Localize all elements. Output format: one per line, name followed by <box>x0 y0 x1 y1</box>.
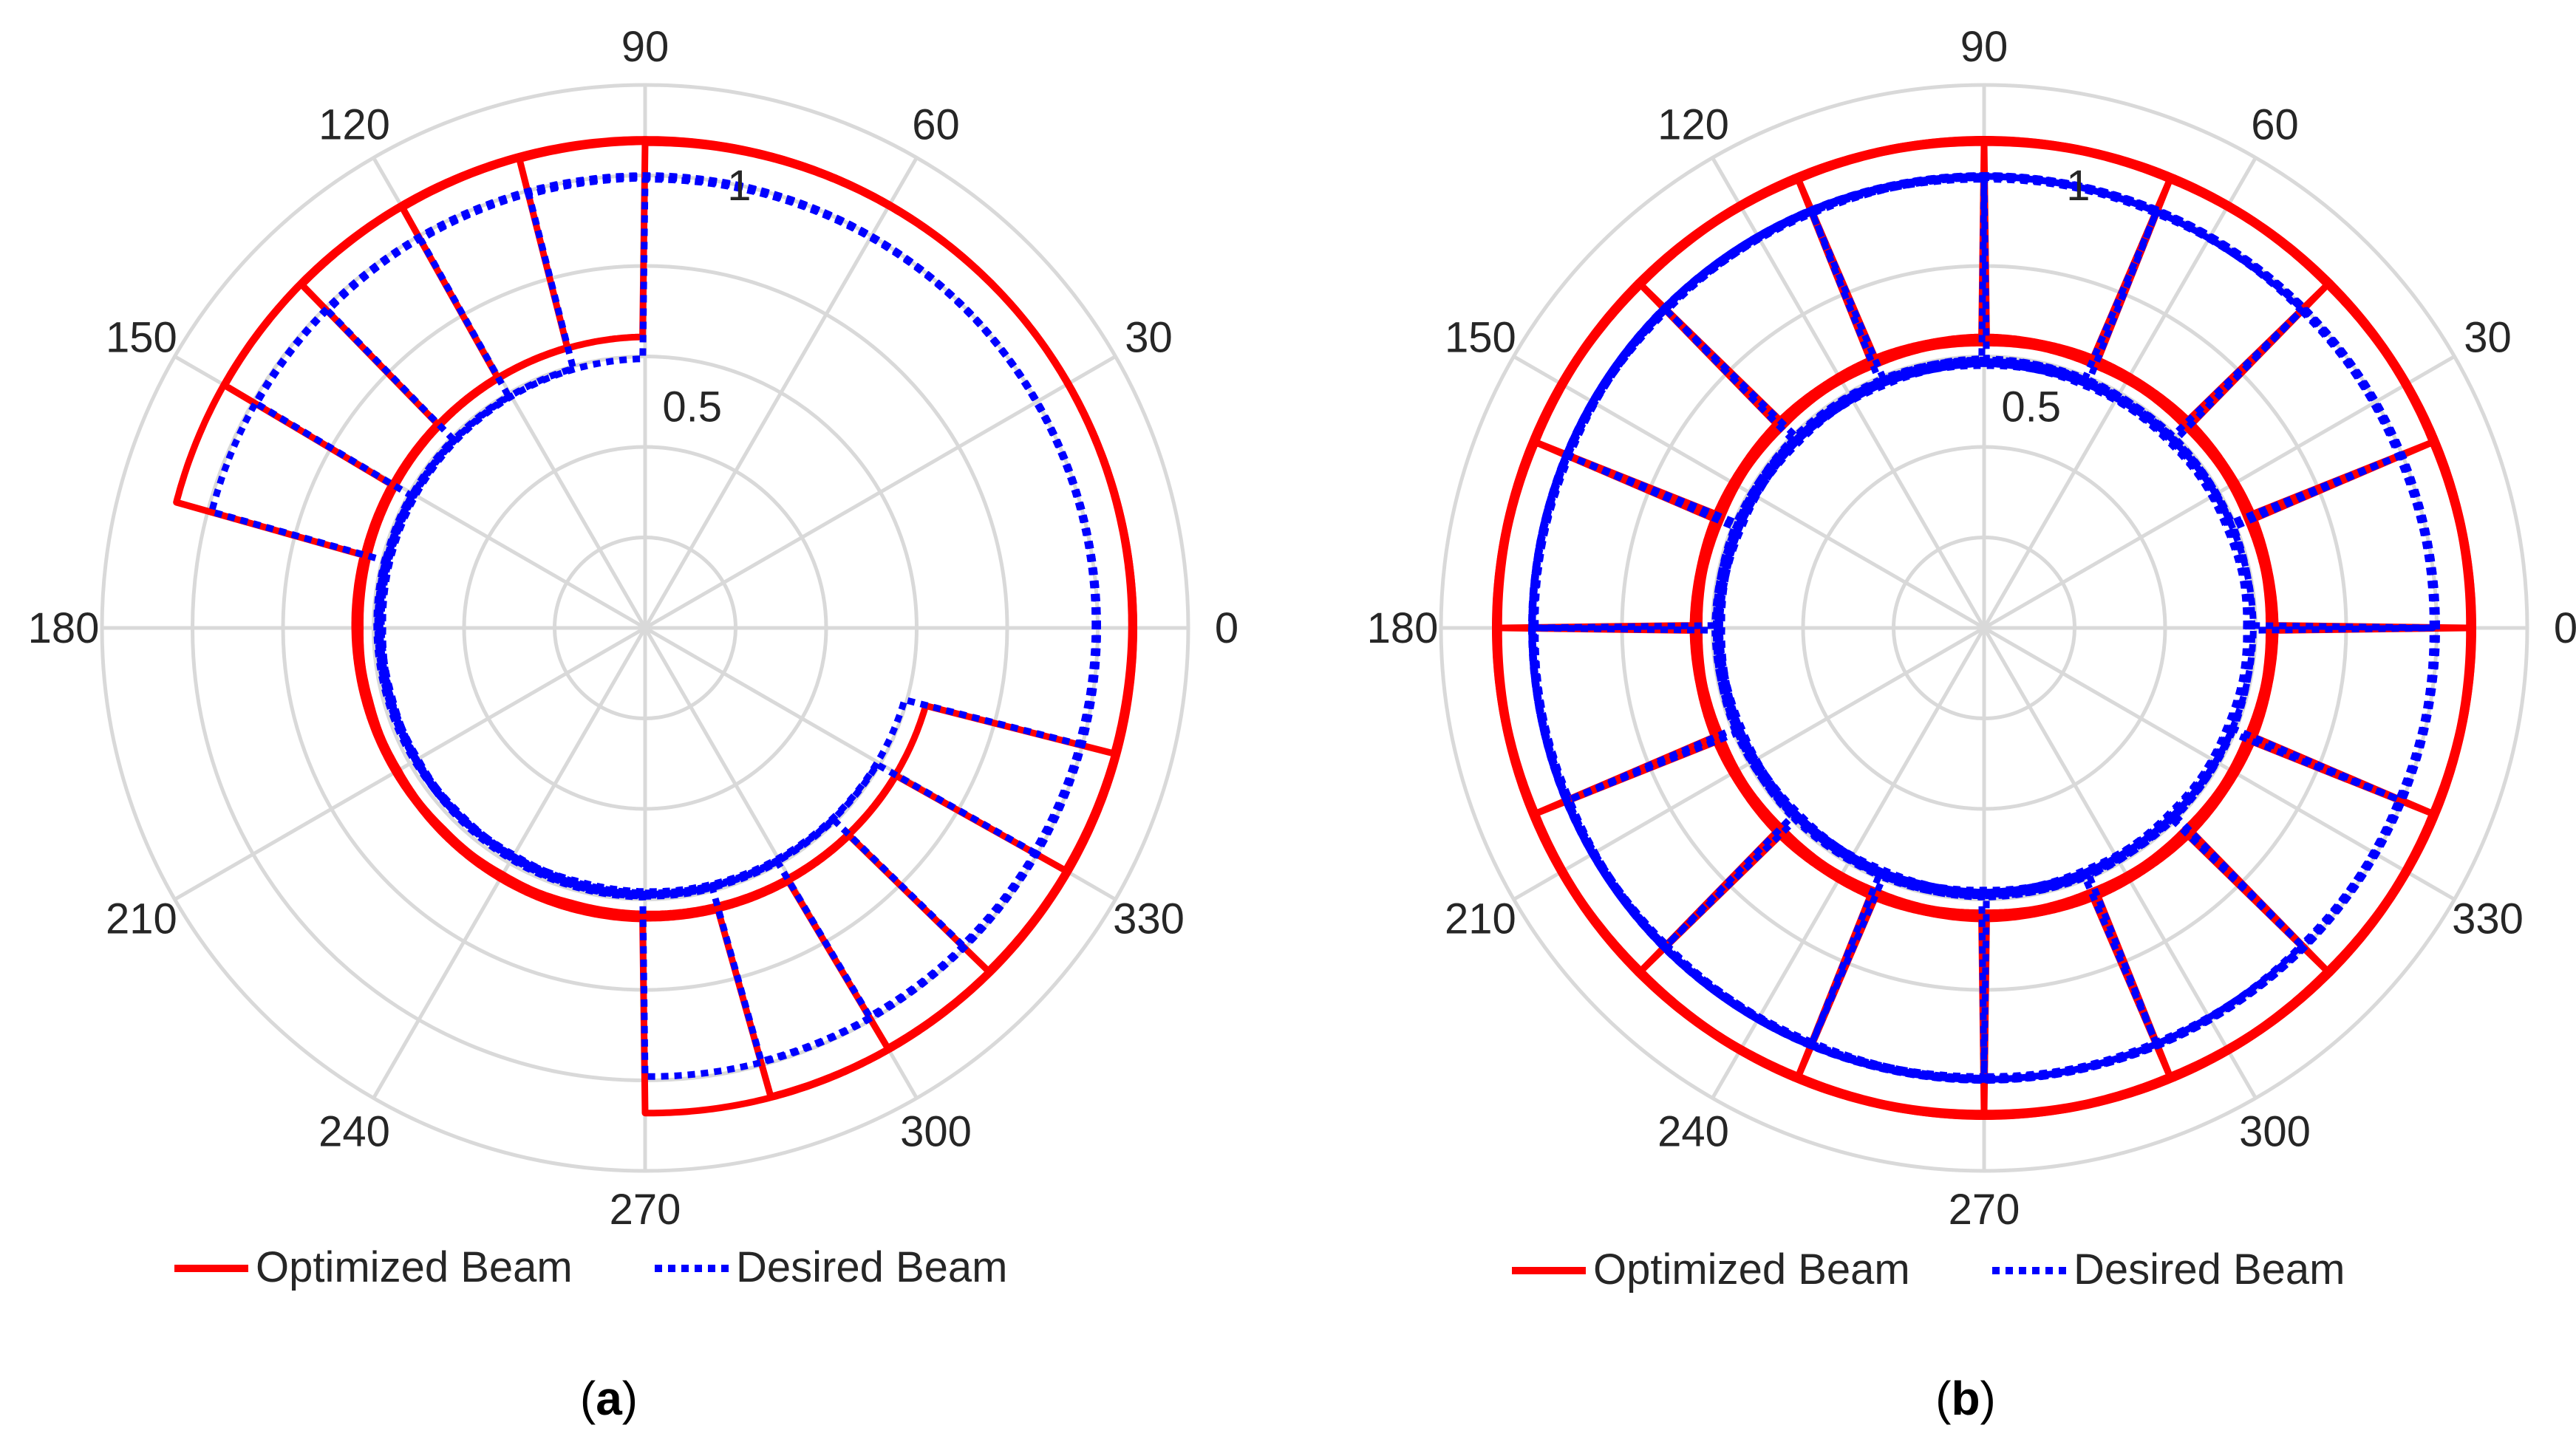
angle-tick-label-240: 240 <box>1657 1108 1729 1156</box>
radial-gridline-1.2 <box>100 83 1190 1173</box>
angle-tick-label-300: 300 <box>2239 1108 2311 1156</box>
legend: Optimized Beam Desired Beam <box>174 1243 1007 1291</box>
angle-tick-label-60: 60 <box>2251 100 2299 148</box>
angle-tick-label-150: 150 <box>106 314 177 362</box>
angle-tick-label-120: 120 <box>318 100 390 148</box>
radial-gridline-0.4 <box>462 445 828 811</box>
beam-desired-1 <box>1716 174 2440 1046</box>
angle-tick-label-90: 90 <box>1960 23 2008 71</box>
angle-tick-label-180: 180 <box>1367 604 1439 652</box>
legend-label-optimized: Optimized Beam <box>1593 1245 1910 1294</box>
beam-optimized-4 <box>221 136 1136 919</box>
caption-b-close: ) <box>1980 1372 1996 1425</box>
beam-optimized-1 <box>355 138 1137 1100</box>
caption-b-letter: b <box>1951 1372 1980 1425</box>
beam-optimized-3 <box>299 137 1137 974</box>
angle-tick-label-90: 90 <box>621 23 669 71</box>
beam-desired-5 <box>208 172 1099 895</box>
angle-tick-label-0: 0 <box>2554 604 2576 652</box>
caption-a: (a) <box>580 1372 638 1425</box>
angle-tick-label-270: 270 <box>1949 1186 2020 1234</box>
caption-a-close: ) <box>622 1372 638 1425</box>
beam-desired-15 <box>1716 210 2440 1082</box>
angle-tick-label-0: 0 <box>1215 604 1238 652</box>
legend-label-desired: Desired Beam <box>736 1243 1007 1291</box>
angle-tick-label-150: 150 <box>1445 314 1516 362</box>
radial-gridline-1.2 <box>1439 83 2529 1173</box>
angle-tick-label-120: 120 <box>1657 100 1729 148</box>
legend: Optimized Beam Desired Beam <box>1512 1245 2345 1294</box>
caption-b: (b) <box>1935 1372 1996 1425</box>
angle-tick-label-330: 330 <box>2452 895 2524 943</box>
beam-optimized-5 <box>173 136 1135 918</box>
angle-tick-label-30: 30 <box>1125 314 1173 362</box>
radial-tick-label-1: 1 <box>2066 162 2090 210</box>
beam-desired-1 <box>378 174 1101 1065</box>
beam-desired-3 <box>1566 172 2438 896</box>
radial-gridline-0.2 <box>1892 536 2076 720</box>
beam-desired-12 <box>1532 362 2436 1084</box>
angle-tick-label-30: 30 <box>2464 314 2512 362</box>
caption-a-letter: a <box>596 1372 622 1425</box>
angle-tick-label-210: 210 <box>106 895 177 943</box>
radial-tick-label-0.5: 0.5 <box>662 383 722 431</box>
legend-label-optimized: Optimized Beam <box>256 1243 573 1291</box>
beam-optimized-2 <box>354 137 1137 1052</box>
angle-tick-label-240: 240 <box>318 1108 390 1156</box>
radial-gridline-0.2 <box>553 536 737 720</box>
angle-tick-label-330: 330 <box>1113 895 1185 943</box>
radial-tick-label-0.5: 0.5 <box>2001 383 2061 431</box>
polar-chart-a: 0 30 60 90 120 150 180 210 240 270 300 330 0.5 1 Optim… <box>28 23 1239 1291</box>
caption-a-open: ( <box>580 1372 596 1425</box>
angle-tick-label-270: 270 <box>610 1186 681 1234</box>
radial-tick-label-1: 1 <box>727 162 751 210</box>
angle-tick-label-300: 300 <box>900 1108 972 1156</box>
polar-chart-b: 0 30 60 90 120 150 180 210 240 270 300 330 0.5 1 Optim… <box>1367 23 2576 1294</box>
radial-gridline-0.4 <box>1801 445 2167 811</box>
caption-b-open: ( <box>1935 1372 1951 1425</box>
legend-label-desired: Desired Beam <box>2074 1245 2345 1294</box>
angle-tick-label-210: 210 <box>1445 895 1516 943</box>
angle-tick-label-180: 180 <box>28 604 100 652</box>
angle-tick-label-60: 60 <box>912 100 960 148</box>
